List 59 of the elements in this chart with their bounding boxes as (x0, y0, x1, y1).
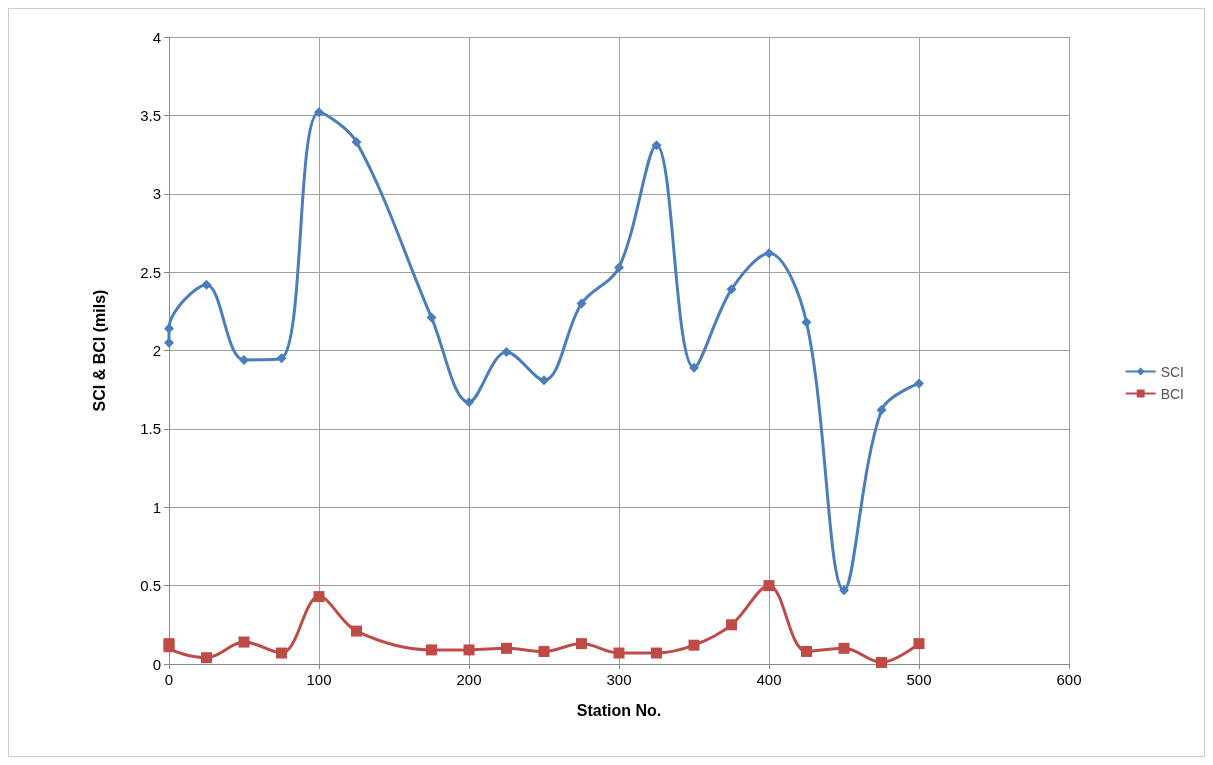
point (276, 647, 287, 659)
point (426, 312, 437, 323)
x-tick-label: 600 (1056, 671, 1082, 688)
x-tick-label: 300 (606, 671, 632, 688)
point (801, 645, 812, 657)
point (501, 347, 512, 358)
point (201, 279, 212, 290)
y-tick-label: 0 (152, 655, 161, 673)
point (651, 647, 662, 659)
x-tick-label: 200 (456, 671, 482, 688)
point (426, 644, 437, 656)
point (576, 638, 587, 650)
point (764, 248, 774, 259)
point (576, 298, 587, 309)
point (914, 378, 924, 389)
y-tick-label: 3 (152, 185, 161, 203)
y-tick-label: 2.5 (140, 263, 161, 281)
point (651, 140, 662, 151)
point (839, 585, 849, 596)
y-tick-label: 0.5 (140, 577, 161, 595)
point (613, 647, 625, 659)
y-tick-label: 2 (152, 342, 161, 359)
point (763, 580, 775, 592)
x-tick-label: 0 (164, 671, 174, 688)
x-tick-label: 500 (906, 671, 932, 688)
point (238, 636, 250, 648)
y-tick-label: 4 (152, 28, 161, 46)
point (838, 642, 850, 654)
point (726, 284, 737, 295)
point (801, 317, 812, 328)
x-tick-label: 100 (306, 671, 332, 688)
point (351, 137, 362, 148)
point (539, 375, 549, 386)
point (726, 619, 737, 631)
x-axis-title: Station No. (576, 701, 662, 719)
y-axis-title: SCI & BCI (mils) (90, 289, 108, 412)
point (239, 354, 249, 365)
point (201, 652, 212, 664)
point (351, 625, 362, 637)
point (164, 323, 174, 334)
point (501, 642, 512, 654)
y-tick-label: 3.5 (140, 106, 161, 124)
point (688, 639, 700, 651)
point (614, 262, 624, 273)
point (314, 107, 324, 118)
y-tick-label: 1.5 (140, 420, 161, 438)
point (538, 645, 550, 657)
legend-label: SCI (1160, 363, 1185, 380)
point (463, 644, 475, 656)
point (689, 362, 699, 373)
point (913, 638, 925, 650)
legend-label: BCI (1160, 385, 1185, 402)
point (876, 656, 887, 668)
point (313, 591, 325, 603)
point (276, 353, 287, 364)
point (876, 405, 887, 416)
y-tick-label: 1 (152, 498, 161, 516)
point (464, 397, 474, 408)
x-tick-label: 400 (756, 671, 782, 688)
